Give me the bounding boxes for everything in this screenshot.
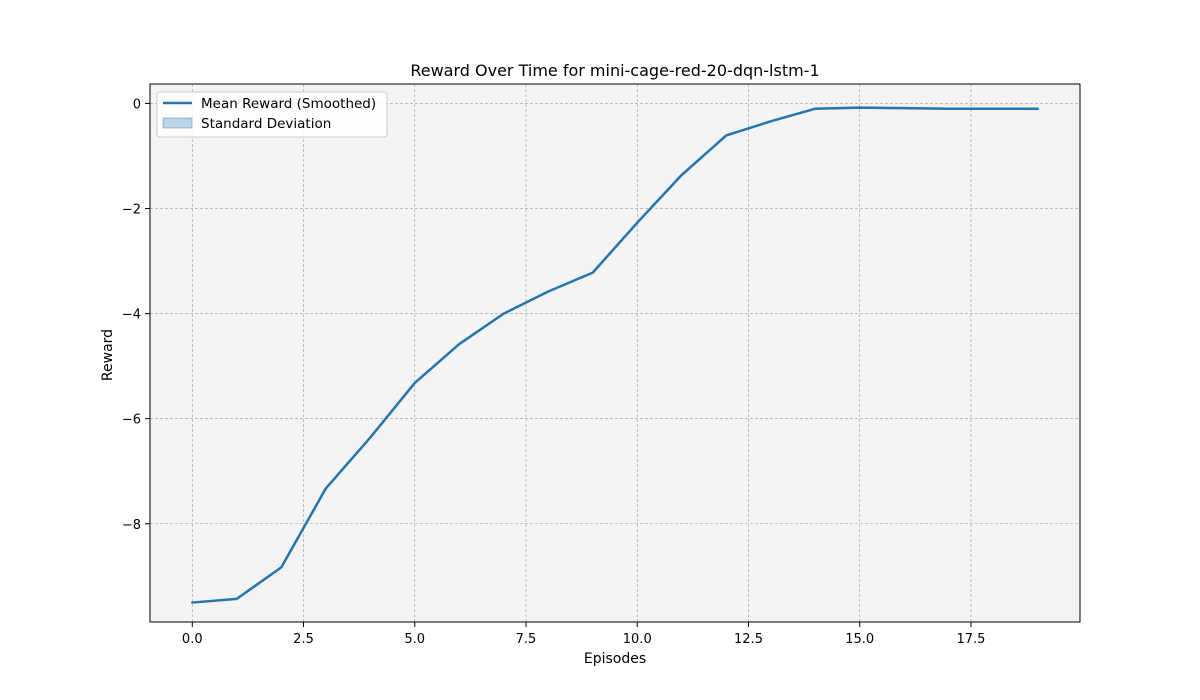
- plot-area: [150, 84, 1080, 622]
- y-tick-label: −6: [122, 413, 141, 428]
- series-line-mean-reward: [191, 106, 1039, 604]
- chart-title: Reward Over Time for mini-cage-red-20-dq…: [410, 61, 819, 80]
- x-tick-label: 7.5: [516, 632, 537, 647]
- x-tick-label: 15.0: [845, 632, 874, 647]
- y-tick-label: −2: [122, 203, 141, 218]
- x-axis: 0.0 2.5 5.0 7.5 10.0 12.5 15.0 17.5: [182, 622, 986, 647]
- x-tick-label: 5.0: [404, 632, 425, 647]
- x-tick-label: 12.5: [734, 632, 763, 647]
- x-axis-label: Episodes: [584, 651, 646, 667]
- y-axis: 0 −2 −4 −6 −8: [122, 97, 150, 533]
- legend-band-swatch: [162, 117, 193, 129]
- series-layer: [191, 106, 1039, 604]
- legend: Mean Reward (Smoothed) Standard Deviatio…: [156, 91, 388, 138]
- y-tick-label: 0: [133, 97, 141, 112]
- y-axis-label: Reward: [100, 329, 116, 381]
- x-tick-label: 17.5: [957, 632, 986, 647]
- legend-label-standard-deviation: Standard Deviation: [201, 116, 331, 132]
- x-tick-label: 0.0: [182, 632, 203, 647]
- x-tick-label: 2.5: [293, 632, 314, 647]
- y-tick-label: −8: [122, 518, 141, 533]
- plot-frame: [149, 83, 1081, 623]
- y-tick-label: −4: [122, 308, 141, 323]
- x-tick-label: 10.0: [623, 632, 652, 647]
- legend-label-mean-reward: Mean Reward (Smoothed): [201, 96, 376, 112]
- legend-box: [156, 91, 388, 138]
